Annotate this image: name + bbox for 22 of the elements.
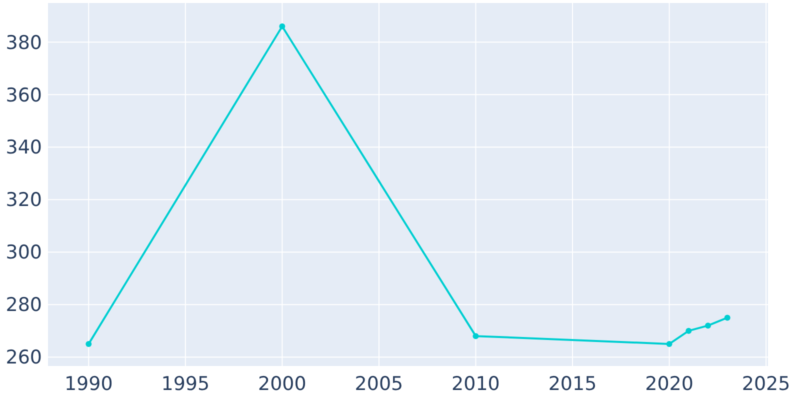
point (86, 340, 92, 347)
y-tick-label: 360 (6, 84, 42, 106)
x-tick-label: 1990 (64, 373, 113, 395)
y-tick-label: 280 (6, 294, 42, 316)
y-tick-label: 300 (6, 242, 42, 264)
x-tick-label: 2020 (645, 373, 694, 395)
point (724, 314, 730, 321)
y-tick-label: 380 (6, 32, 42, 54)
point (472, 333, 479, 340)
x-tick-label: 2025 (742, 373, 790, 395)
x-tick-label: 2000 (258, 373, 306, 395)
x-tick-label: 2005 (354, 373, 404, 395)
y-tick-label: 260 (6, 346, 42, 369)
x-tick-label: 2015 (548, 373, 597, 395)
point (279, 23, 286, 30)
y-tick-label: 340 (6, 136, 42, 159)
x-tick-label: 1995 (161, 373, 210, 395)
point (666, 340, 672, 347)
point (686, 328, 692, 334)
x-tick-label: 2010 (452, 373, 500, 395)
y-tick-label: 320 (6, 189, 42, 212)
point (705, 322, 711, 329)
